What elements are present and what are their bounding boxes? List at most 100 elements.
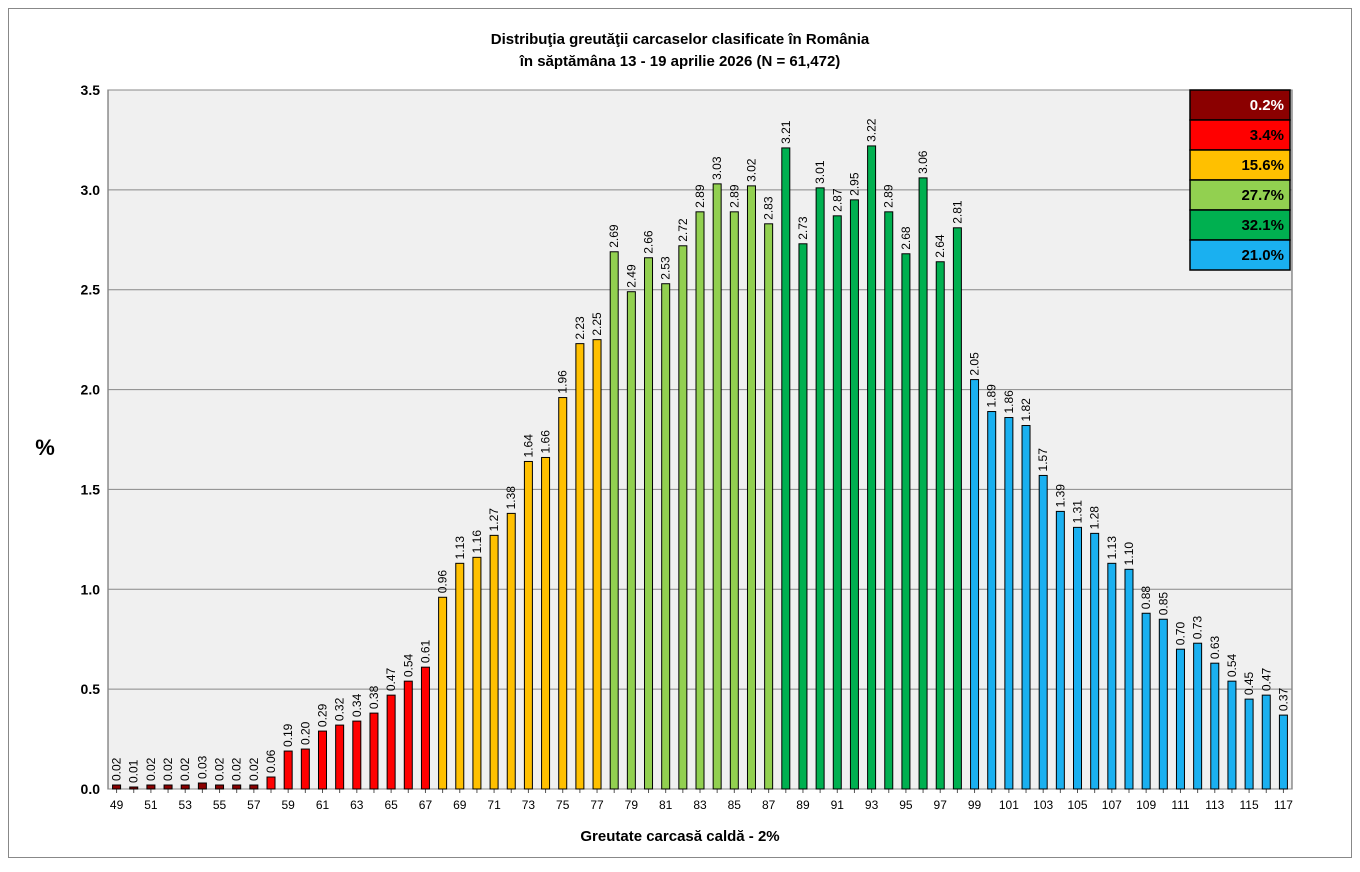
value-label: 0.85 (1156, 592, 1170, 616)
value-label: 2.89 (693, 184, 707, 208)
legend-swatch (1189, 149, 1291, 181)
legend-swatch (1189, 239, 1291, 271)
value-label: 0.47 (384, 667, 398, 691)
y-tick-label: 2.5 (81, 282, 101, 298)
value-label: 2.53 (659, 256, 673, 280)
value-label: 0.54 (1225, 653, 1239, 677)
x-tick-label: 51 (144, 798, 158, 812)
bar (729, 211, 739, 790)
value-label: 1.57 (1036, 448, 1050, 472)
bar (352, 720, 362, 790)
legend-label: 0.2% (1250, 97, 1284, 114)
bar (1090, 532, 1100, 790)
bar (472, 556, 482, 790)
x-tick-label: 69 (453, 798, 467, 812)
bar (1038, 474, 1048, 790)
bar (901, 253, 911, 790)
value-label: 2.05 (968, 352, 982, 376)
value-label: 1.31 (1071, 500, 1085, 524)
value-label: 0.32 (333, 697, 347, 721)
x-tick-label: 79 (625, 798, 639, 812)
legend-swatch (1189, 119, 1291, 151)
value-label: 0.47 (1259, 667, 1273, 691)
x-tick-label: 117 (1274, 798, 1293, 812)
bar (867, 145, 877, 790)
legend-label: 21.0% (1241, 247, 1284, 264)
value-label: 1.38 (504, 486, 518, 510)
legend-label: 3.4% (1250, 127, 1284, 144)
value-label: 0.34 (350, 693, 364, 717)
value-label: 1.89 (985, 384, 999, 408)
value-label: 1.27 (487, 508, 501, 532)
value-label: 1.96 (556, 370, 570, 394)
value-label: 0.19 (281, 723, 295, 747)
bar (266, 776, 276, 790)
bar (1227, 680, 1237, 790)
x-tick-label: 85 (728, 798, 742, 812)
value-label: 0.38 (367, 685, 381, 709)
value-label: 1.13 (1105, 536, 1119, 560)
value-label: 2.95 (847, 172, 861, 196)
x-tick-label: 87 (762, 798, 776, 812)
x-tick-label: 77 (590, 798, 604, 812)
value-label: 3.03 (710, 156, 724, 180)
x-tick-label: 73 (522, 798, 536, 812)
value-label: 2.25 (590, 312, 604, 336)
value-label: 0.29 (315, 703, 329, 727)
bar (558, 397, 568, 790)
bar (884, 211, 894, 790)
x-tick-label: 95 (899, 798, 913, 812)
value-label: 2.81 (950, 200, 964, 224)
value-label: 2.87 (830, 188, 844, 212)
legend-label: 15.6% (1241, 157, 1284, 174)
value-label: 2.68 (899, 226, 913, 250)
value-label: 1.28 (1088, 506, 1102, 530)
bar (1261, 694, 1271, 790)
legend-label: 32.1% (1241, 217, 1284, 234)
bar (849, 199, 859, 790)
bar (609, 251, 619, 790)
bar (1210, 662, 1220, 790)
y-tick-label: 3.0 (81, 182, 101, 198)
legend-label: 27.7% (1241, 187, 1284, 204)
value-label: 3.21 (779, 120, 793, 144)
x-tick-label: 115 (1240, 798, 1259, 812)
bar (506, 512, 516, 790)
bar (386, 694, 396, 790)
value-label: 2.73 (796, 216, 810, 240)
bar (197, 782, 207, 790)
value-label: 0.73 (1191, 616, 1205, 640)
bar (1278, 714, 1288, 790)
bar (369, 712, 379, 790)
x-tick-label: 111 (1171, 798, 1190, 812)
x-tick-label: 65 (384, 798, 398, 812)
bar (798, 243, 808, 790)
bar (592, 339, 602, 790)
x-tick-label: 89 (796, 798, 810, 812)
bar (832, 215, 842, 790)
bar (180, 784, 190, 790)
x-tick-label: 113 (1205, 798, 1224, 812)
value-label: 0.02 (230, 757, 244, 781)
bar (300, 748, 310, 790)
value-label: 2.49 (624, 264, 638, 288)
bar (644, 257, 654, 790)
bar (626, 291, 636, 790)
value-label: 2.83 (762, 196, 776, 220)
bar (1193, 642, 1203, 790)
value-label: 2.89 (727, 184, 741, 208)
x-tick-label: 109 (1136, 798, 1156, 812)
bar (317, 730, 327, 790)
bar (935, 261, 945, 790)
value-label: 2.72 (676, 218, 690, 242)
value-label: 0.03 (195, 755, 209, 779)
y-tick-label: 1.5 (81, 481, 101, 497)
value-label: 1.10 (1122, 542, 1136, 566)
value-label: 3.01 (813, 160, 827, 184)
bar (146, 784, 156, 790)
value-label: 1.64 (521, 434, 535, 458)
value-label: 0.70 (1173, 622, 1187, 646)
chart-subtitle: în săptămâna 13 - 19 aprilie 2026 (N = 6… (519, 53, 841, 70)
value-label: 0.02 (110, 757, 124, 781)
